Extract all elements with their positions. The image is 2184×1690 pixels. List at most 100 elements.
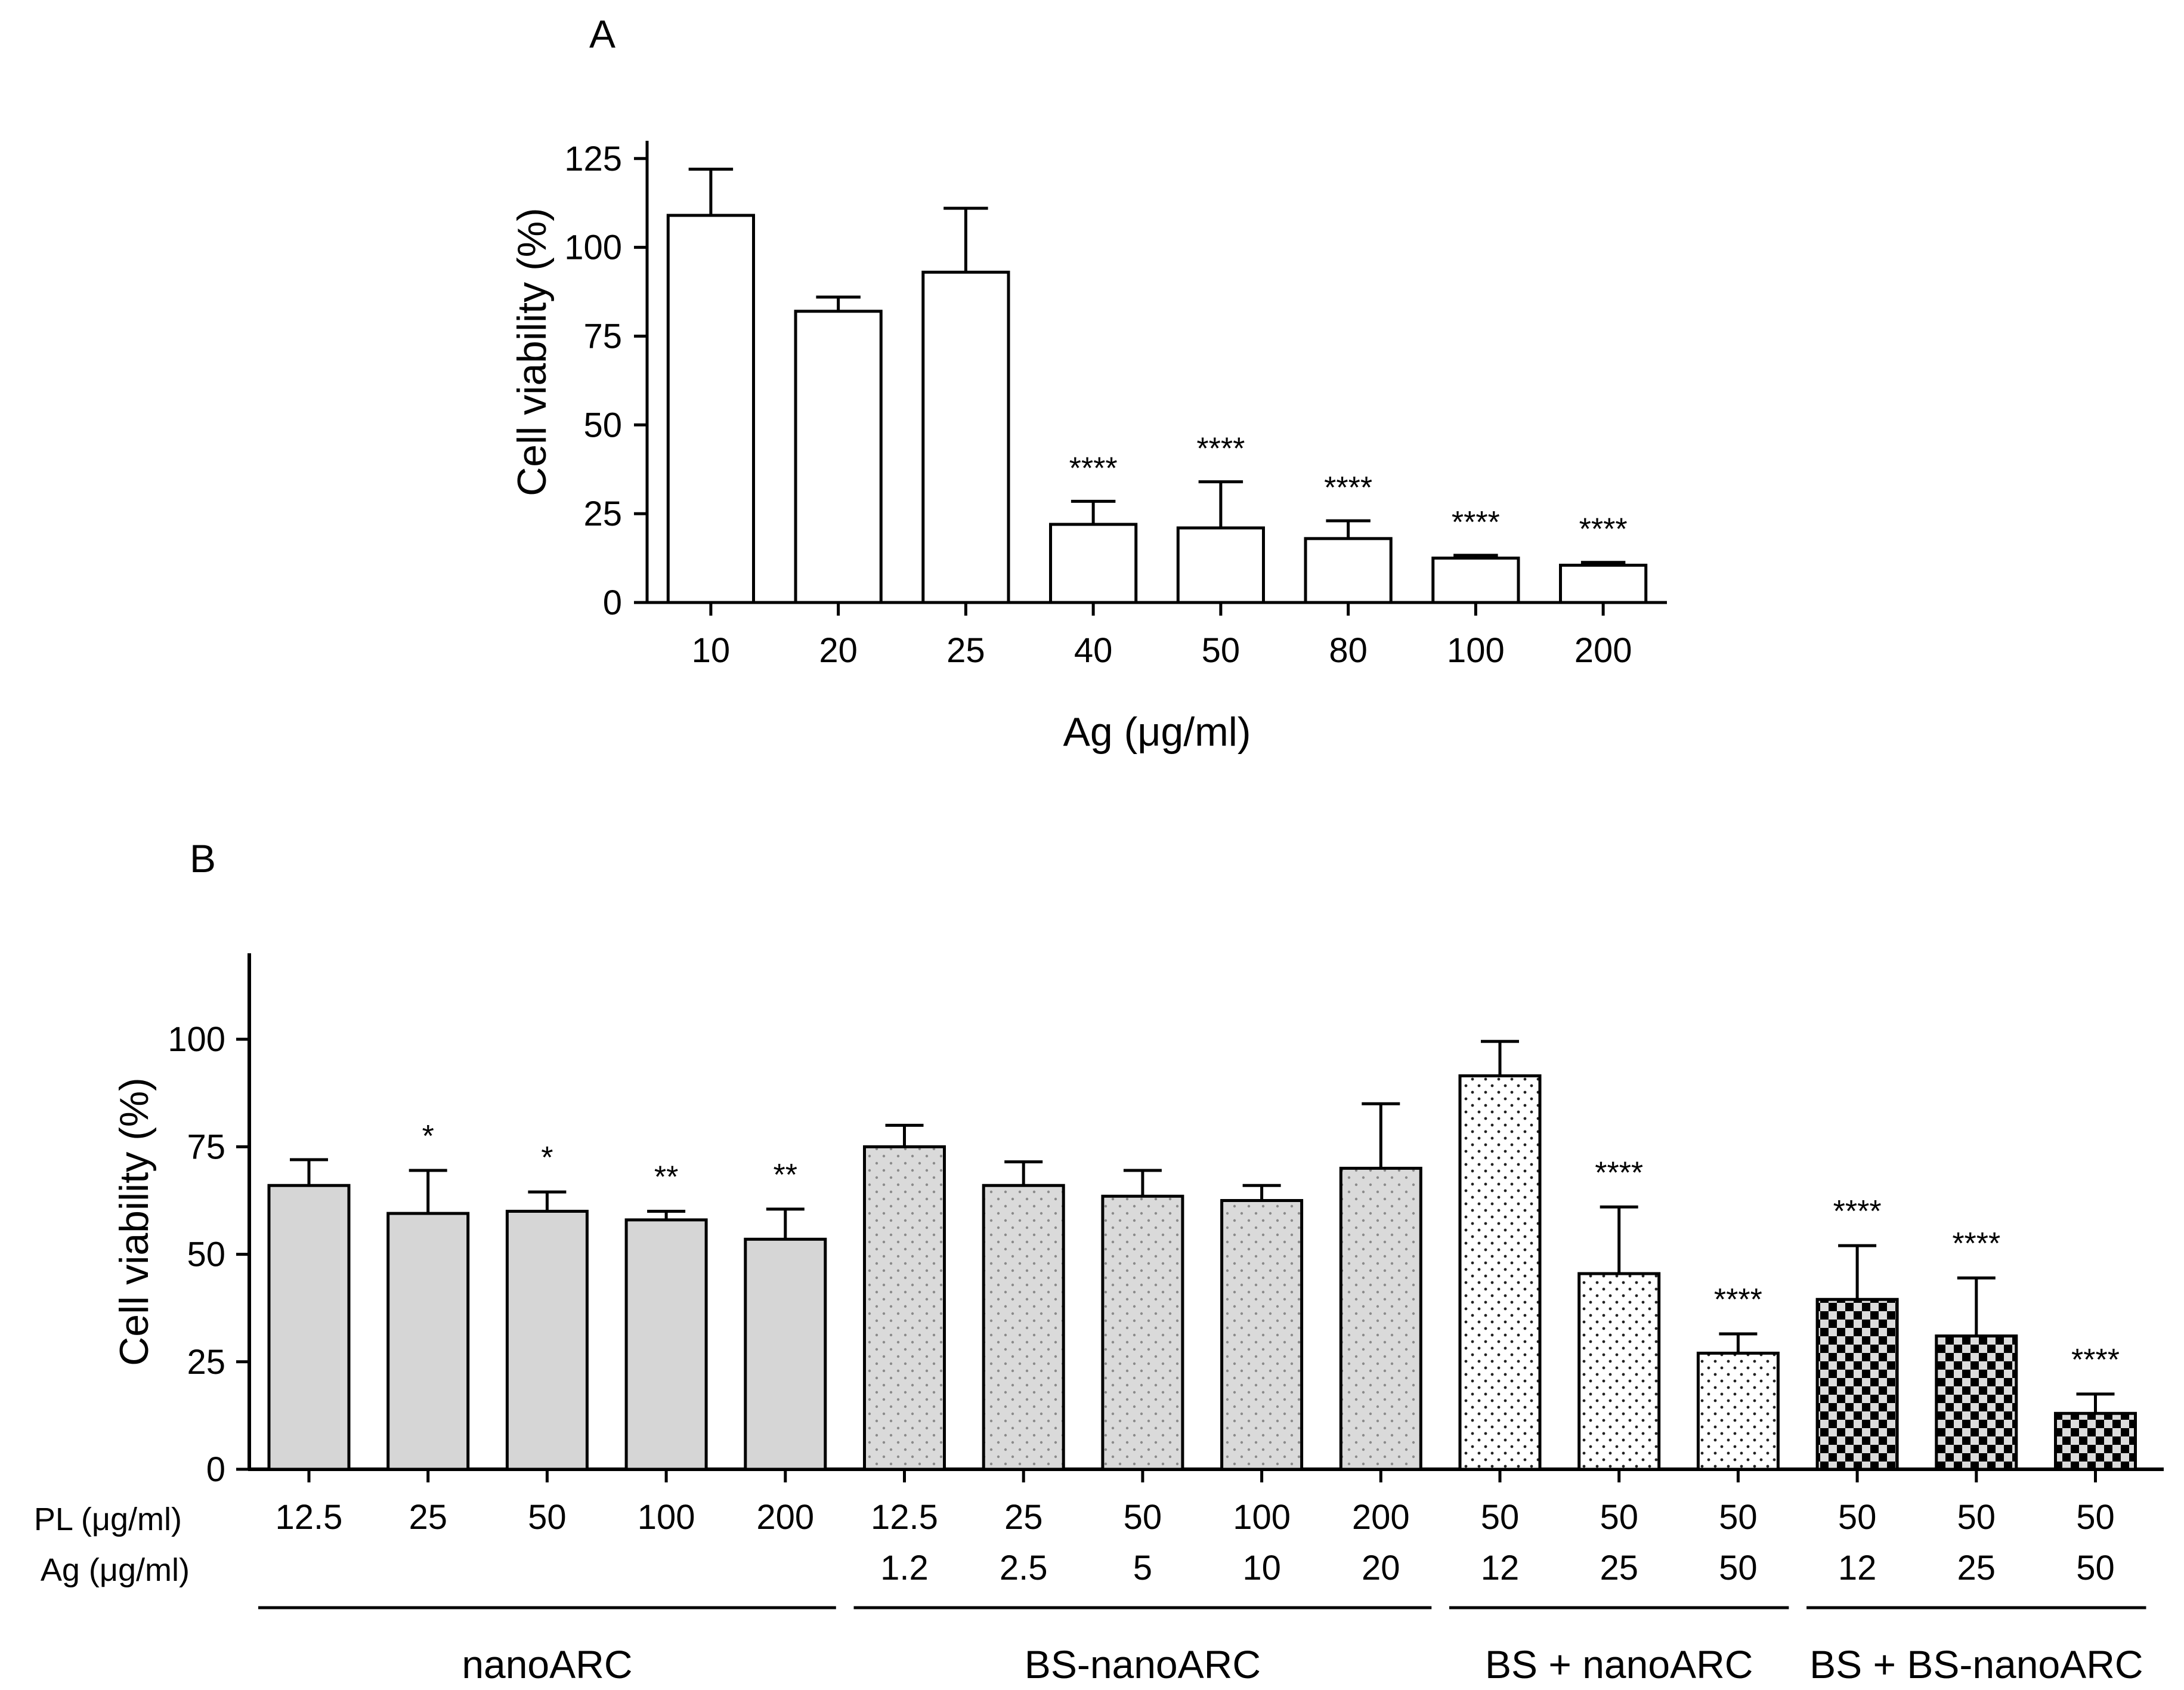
panel-b-axes: 0 25 50 75 100 12.5 25 50 100 200 12.5 1.2 25 2.5 50 5 1… [168,953,2164,1587]
panel-b-bar [1101,1194,1184,1471]
panel-a-axes: 0 25 50 75 100 125 10 20 25 40 50 80 100 200 [564,140,1667,670]
panel-b-bar [505,1210,589,1471]
panel-b-pl-tick-label: 12.5 [871,1498,938,1537]
panel-a-chart: A 0 25 50 75 100 125 10 20 25 40 50 80 100 200 **** **… [509,12,1667,755]
panel-a-y-tick-label: 125 [564,140,622,178]
pl-row-label: PL (μg/ml) [34,1501,182,1537]
panel-a-y-tick-label: 100 [564,228,622,267]
panel-b-significance-label: **** [1952,1226,2000,1261]
panel-b-pl-tick-label: 200 [1352,1498,1410,1537]
panel-a-x-tick-label: 100 [1447,631,1505,670]
panel-b-bar [2054,1411,2137,1471]
panel-b-label: B [190,836,216,880]
panel-b-y-axis-title: Cell viability (%) [112,1077,157,1366]
panel-b-pl-tick-label: 200 [756,1498,814,1537]
panel-b-bar [982,1184,1065,1471]
panel-b-pl-tick-label: 50 [2076,1498,2115,1537]
panel-b-significance-label: ** [774,1158,797,1192]
panel-a-y-axis-title: Cell viability (%) [509,208,555,496]
panel-b-bar [863,1145,946,1471]
panel-a-bar [921,270,1010,604]
panel-b-ag-tick-label: 10 [1242,1549,1281,1587]
panel-a-x-tick-label: 25 [946,631,985,670]
panel-a-y-tick-label: 50 [583,406,622,444]
panel-a-x-tick-label: 40 [1074,631,1113,670]
panel-a-y-tick-label: 0 [603,583,622,622]
panel-b-bar [1577,1272,1661,1471]
panel-a-bar [1431,557,1520,604]
panel-b-ag-tick-label: 50 [2076,1549,2115,1587]
panel-b-pl-tick-label: 12.5 [276,1498,343,1537]
panel-b-ag-tick-label: 12 [1481,1549,1520,1587]
panel-a-bars: **** **** **** **** **** [666,168,1648,604]
panel-b-pl-tick-label: 100 [1233,1498,1291,1537]
panel-b-bar [1458,1074,1542,1471]
panel-a-significance-label: **** [1579,512,1628,547]
panel-b-bar [1815,1297,1899,1471]
panel-b-pl-tick-label: 25 [1004,1498,1043,1537]
panel-b-bars: **** ** ******************** [267,1040,2137,1471]
panel-b-ag-tick-label: 2.5 [1000,1549,1048,1587]
panel-a-bar [1304,537,1393,604]
panel-b-group-label: BS + BS-nanoARC [1809,1642,2143,1686]
panel-b-ag-tick-label: 1.2 [880,1549,929,1587]
panel-a-significance-label: **** [1069,451,1118,486]
panel-b-group-label: nanoARC [462,1642,632,1686]
panel-a-y-tick-label: 75 [583,317,622,356]
panel-a-bar [1049,523,1138,604]
panel-b-ag-tick-label: 25 [1600,1549,1638,1587]
panel-a-x-tick-label: 50 [1202,631,1241,670]
panel-b-significance-label: **** [2071,1343,2120,1377]
panel-b-pl-tick-label: 25 [409,1498,447,1537]
panel-a-bar [794,310,883,604]
panel-b-bar [744,1237,827,1471]
panel-b-significance-label: * [422,1119,434,1154]
panel-b-bar [267,1184,351,1471]
panel-b-ag-tick-label: 5 [1133,1549,1152,1587]
panel-b-pl-tick-label: 50 [1719,1498,1758,1537]
panel-a-bar [1559,563,1648,604]
panel-b-ag-tick-label: 25 [1957,1549,1996,1587]
panel-a-label: A [589,12,615,56]
panel-b-significance-label: **** [1714,1283,1762,1317]
panel-a-y-tick-label: 25 [583,495,622,533]
panel-b-pl-tick-label: 100 [638,1498,695,1537]
panel-b-significance-label: * [541,1141,553,1175]
panel-a-x-tick-label: 10 [692,631,731,670]
panel-b-bar [1696,1351,1780,1471]
panel-b-y-tick-label: 100 [168,1020,225,1059]
panel-a-significance-label: **** [1196,432,1245,466]
panel-b-y-tick-label: 75 [187,1127,225,1166]
panel-b-pl-tick-label: 50 [1838,1498,1877,1537]
panel-b-group-label: BS + nanoARC [1485,1642,1753,1686]
panel-b-bar [1220,1198,1304,1471]
panel-b-group-label: BS-nanoARC [1025,1642,1261,1686]
ag-row-label: Ag (μg/ml) [41,1552,190,1588]
panel-b-ag-tick-label: 20 [1362,1549,1400,1587]
panel-b-pl-tick-label: 50 [1481,1498,1520,1537]
panel-a-x-tick-label: 80 [1329,631,1368,670]
panel-b-bar [1935,1334,2018,1471]
panel-b-bar [1339,1166,1422,1471]
panel-a-bar [666,214,755,604]
panel-b-chart: B 0 25 50 75 100 12.5 25 50 100 200 12.5 1.2 25 2.5 50… [34,836,2164,1686]
panel-b-significance-label: **** [1833,1194,1882,1229]
panel-b-y-tick-label: 25 [187,1343,225,1382]
panel-b-pl-tick-label: 50 [528,1498,567,1537]
panel-b-significance-label: ** [654,1160,678,1195]
panel-b-group-labels: nanoARC BS-nanoARC BS + nanoARC BS + BS-nan… [258,1606,2146,1686]
panel-b-ag-tick-label: 50 [1719,1549,1758,1587]
panel-a-x-tick-label: 200 [1574,631,1632,670]
panel-b-bar [624,1218,708,1471]
panel-b-y-tick-label: 50 [187,1235,225,1274]
panel-a-x-tick-label: 20 [819,631,858,670]
panel-a-x-axis-title: Ag (μg/ml) [1063,709,1251,755]
panel-a-significance-label: **** [1324,471,1372,505]
panel-b-y-tick-label: 0 [206,1450,225,1489]
panel-a-bar [1176,526,1265,604]
panel-b-pl-tick-label: 50 [1600,1498,1638,1537]
panel-b-significance-label: **** [1595,1155,1643,1190]
panel-b-pl-tick-label: 50 [1957,1498,1996,1537]
panel-b-ag-tick-label: 12 [1838,1549,1877,1587]
